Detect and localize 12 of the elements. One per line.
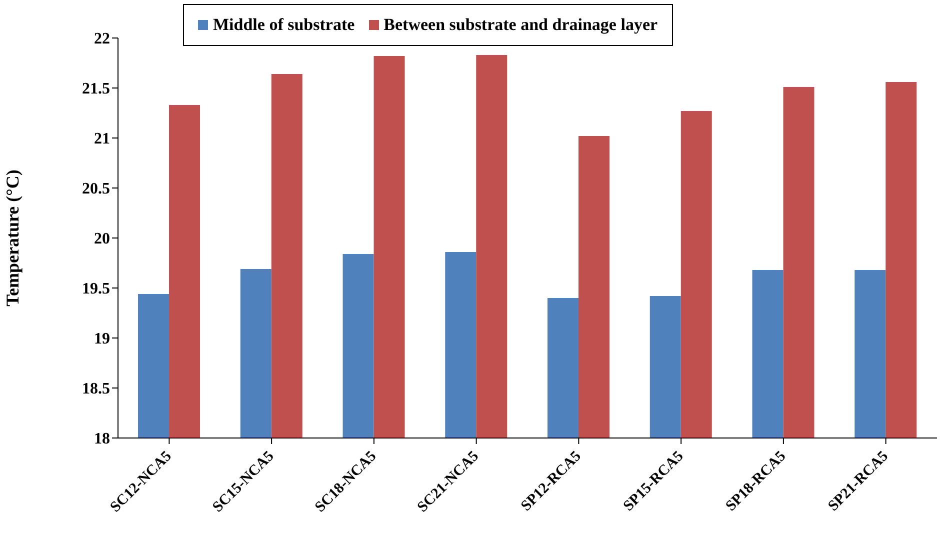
y-tick-label: 18.5	[82, 380, 110, 398]
y-tick-label: 21.5	[82, 80, 110, 98]
y-tick-label: 19.5	[82, 280, 110, 298]
legend-label: Middle of substrate	[212, 15, 355, 35]
y-tick-label: 20.5	[82, 180, 110, 198]
y-tick-label: 22	[94, 30, 110, 48]
y-axis-title: Temperature (°C)	[2, 170, 22, 306]
y-tick-label: 21	[94, 130, 110, 148]
y-tick-label: 20	[94, 230, 110, 248]
y-tick-label: 19	[94, 330, 110, 348]
y-tick-label: 18	[94, 430, 110, 448]
legend-label: Between substrate and drainage layer	[382, 15, 658, 35]
